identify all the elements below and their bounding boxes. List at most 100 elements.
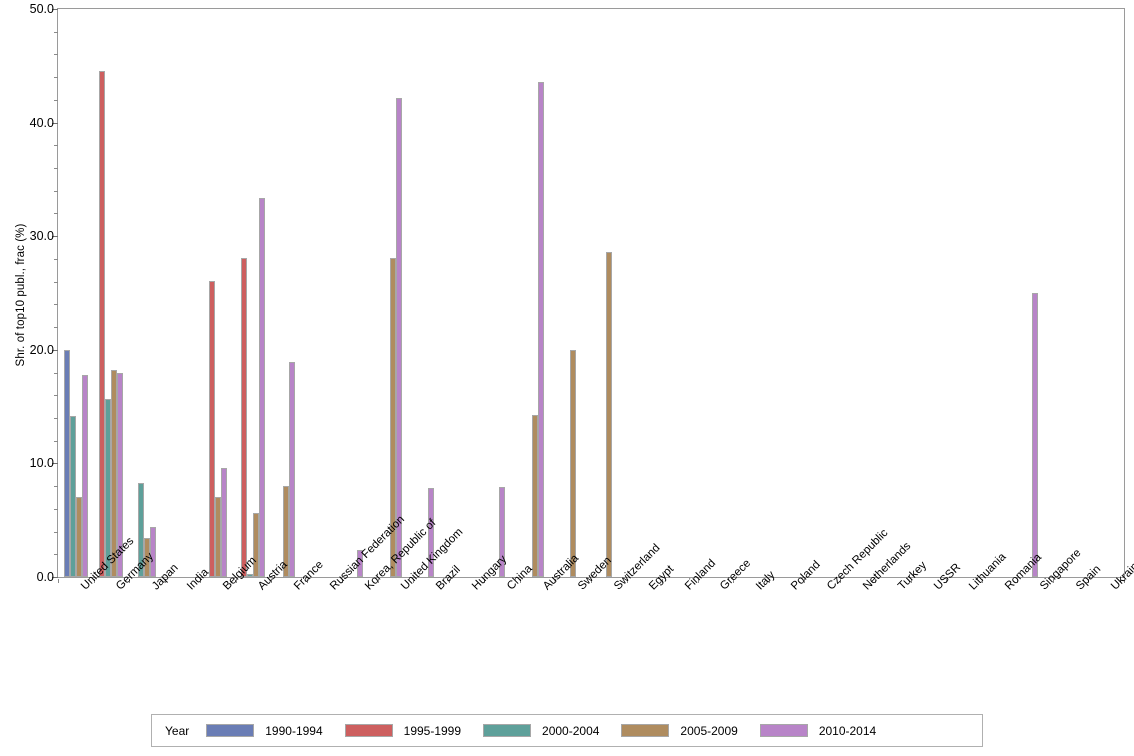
- bar-group: [1053, 9, 1089, 577]
- legend-title: Year: [165, 723, 190, 738]
- legend-item[interactable]: 1990-1994: [206, 723, 323, 738]
- bar: [259, 197, 266, 577]
- y-axis-minor-tick: [54, 31, 58, 33]
- bar: [247, 573, 254, 577]
- bar: [69, 415, 76, 577]
- legend-label: 2005-2009: [680, 723, 738, 738]
- bar: [288, 362, 295, 577]
- y-axis-minor-tick: [54, 531, 58, 533]
- y-axis-minor-tick: [54, 417, 58, 419]
- x-axis-tick: [733, 579, 735, 583]
- bar-group: [449, 9, 485, 577]
- x-axis-tick: [484, 579, 486, 583]
- x-axis-tick: [555, 579, 557, 583]
- legend-item[interactable]: 1995-1999: [344, 723, 462, 738]
- bar-group: [733, 9, 769, 577]
- bar-group: [982, 9, 1018, 577]
- bar-group: [804, 9, 840, 577]
- y-axis-tick: [52, 577, 58, 578]
- bar-group: [769, 9, 805, 577]
- legend-item[interactable]: 2000-2004: [483, 724, 599, 738]
- x-axis-tick: [342, 579, 344, 583]
- y-axis-title: Shr. of top10 publ., frac (%): [15, 223, 27, 367]
- bar: [395, 97, 402, 577]
- y-axis-tick-label: 40.0: [29, 115, 54, 130]
- bar-group: [342, 9, 378, 577]
- chart-legend: Year 1990-1994 1995-1999 2000-2004 2005-200…: [151, 714, 983, 747]
- legend-swatch: [621, 724, 670, 737]
- bar-group: [911, 9, 947, 577]
- bar-group: [413, 9, 449, 577]
- bar: [220, 467, 227, 577]
- bar: [63, 349, 70, 577]
- bar-group: [378, 9, 414, 577]
- y-axis-tick: [52, 122, 58, 124]
- x-axis-tick: [875, 579, 877, 583]
- x-axis-tick: [164, 579, 166, 583]
- bar-group: [271, 9, 307, 577]
- x-axis-tick: [377, 579, 379, 583]
- y-axis-minor-tick: [54, 54, 58, 56]
- x-axis-tick: [1017, 579, 1019, 583]
- x-axis-tick: [1088, 579, 1090, 583]
- bar: [81, 374, 88, 577]
- x-axis-tick: [448, 579, 450, 583]
- bar-group: [200, 9, 236, 577]
- bar: [605, 252, 612, 577]
- bar: [75, 497, 82, 577]
- bar: [1032, 293, 1039, 577]
- bar: [389, 257, 396, 577]
- y-axis-tick-label: 30.0: [29, 229, 54, 244]
- y-axis-minor-tick: [54, 190, 58, 192]
- legend-label: 1995-1999: [403, 723, 462, 738]
- y-axis-minor-tick: [54, 372, 58, 374]
- bar: [241, 257, 248, 577]
- y-axis-tick-label: 50.0: [29, 2, 54, 16]
- y-axis-tick-label: 20.0: [29, 342, 54, 357]
- y-axis-tick-label: 0.0: [36, 570, 54, 584]
- y-axis-minor-tick: [54, 304, 58, 306]
- bar: [208, 280, 215, 577]
- y-axis-tick: [52, 349, 58, 351]
- y-axis-minor-tick: [54, 213, 58, 215]
- legend-items: 1990-1994 1995-1999 2000-2004 2005-2009 2010…: [206, 724, 898, 738]
- bar-group: [236, 9, 272, 577]
- x-axis-tick: [946, 579, 948, 583]
- bar-group: [94, 9, 130, 577]
- y-axis-minor-tick: [54, 258, 58, 260]
- bar-group: [1088, 9, 1124, 577]
- x-axis-tick: [804, 579, 806, 583]
- y-axis-tick: [52, 463, 58, 465]
- x-axis-tick: [58, 579, 59, 583]
- bar-group: [520, 9, 556, 577]
- x-axis-tick: [1052, 579, 1054, 583]
- x-axis-tick: [306, 579, 308, 583]
- legend-label: 2010-2014: [818, 723, 877, 738]
- x-axis-tick: [910, 579, 912, 583]
- y-axis-tick-label: 10.0: [29, 456, 54, 471]
- bar-group: [591, 9, 627, 577]
- x-axis-tick: [93, 579, 95, 583]
- y-axis-tick: [52, 9, 58, 10]
- legend-item[interactable]: 2005-2009: [621, 723, 738, 738]
- bar-series-container: [58, 9, 1124, 577]
- y-axis-minor-tick: [54, 395, 58, 397]
- bar-group: [484, 9, 520, 577]
- legend-label: 1990-1994: [265, 723, 323, 738]
- bar: [214, 497, 221, 577]
- legend-item[interactable]: 2010-2014: [759, 723, 877, 738]
- x-axis-tick: [129, 579, 131, 583]
- bar-group: [307, 9, 343, 577]
- x-axis-labels: United States Germany Japan India Belgium Aus…: [57, 513, 1134, 699]
- bar: [570, 349, 577, 577]
- bar: [253, 513, 260, 577]
- bar: [357, 549, 364, 577]
- legend-label: 2000-2004: [542, 723, 600, 738]
- bar-group: [875, 9, 911, 577]
- x-axis-tick: [271, 579, 273, 583]
- bar: [137, 482, 144, 577]
- legend-swatch: [483, 724, 532, 737]
- bar: [105, 398, 112, 577]
- bar: [149, 527, 156, 577]
- x-axis-tick: [200, 579, 202, 583]
